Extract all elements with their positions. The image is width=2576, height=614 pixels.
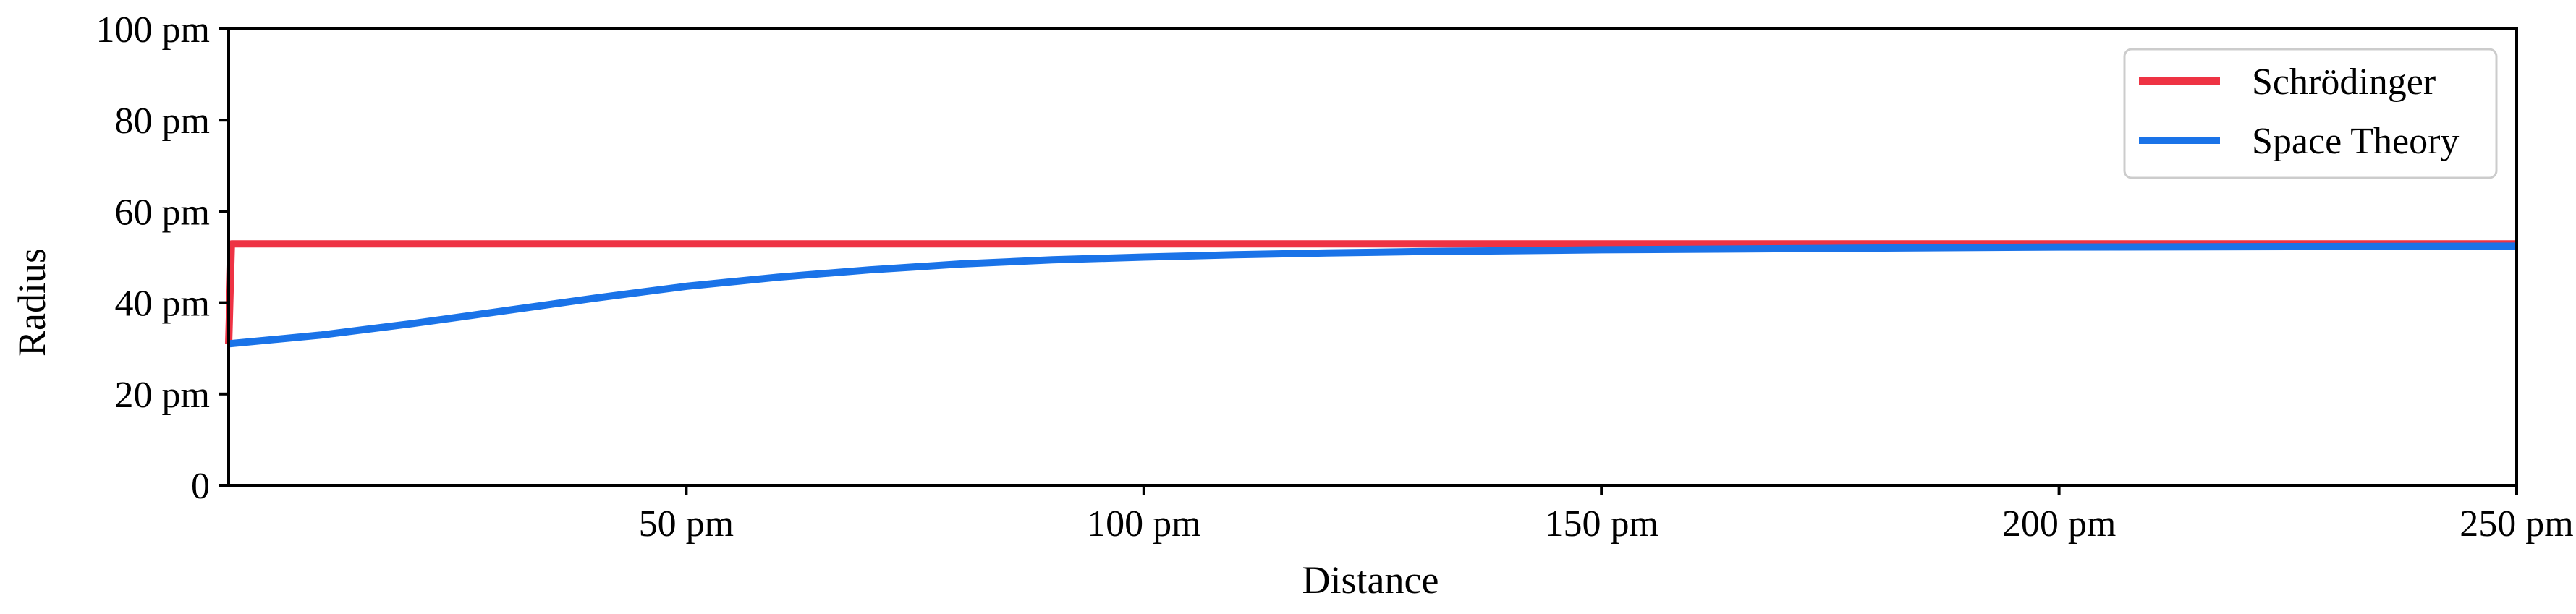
- y-tick-label: 100 pm: [96, 9, 210, 51]
- x-tick-label: 200 pm: [2002, 503, 2116, 545]
- x-tick-label: 50 pm: [639, 503, 734, 545]
- x-axis-title: Distance: [1302, 558, 1439, 602]
- x-tick-label: 150 pm: [1544, 503, 1658, 545]
- y-axis-title: Radius: [10, 248, 54, 357]
- y-tick-label: 60 pm: [115, 192, 210, 233]
- y-tick-label: 20 pm: [115, 375, 210, 416]
- plot-frame: [227, 27, 2518, 487]
- legend: Schrödinger Space Theory: [2123, 48, 2498, 179]
- x-tick-label: 250 pm: [2460, 503, 2573, 545]
- y-tick-label: 80 pm: [115, 101, 210, 142]
- axes-layer: [227, 27, 2518, 487]
- legend-label-schr-dinger: Schrödinger: [2252, 61, 2436, 103]
- x-tick-label: 100 pm: [1087, 503, 1200, 545]
- series-line-schr-dinger: [225, 240, 2517, 344]
- series-layer: [225, 240, 2517, 348]
- ticks-layer: 50 pm 100 pm 150 pm 200 pm 250 pm 0 20 pm 40 pm…: [96, 9, 2574, 545]
- y-tick-label: 40 pm: [115, 283, 210, 325]
- y-tick-label: 0: [191, 466, 210, 507]
- series-line-space-theory: [228, 242, 2517, 348]
- legend-label-space-theory: Space Theory: [2252, 121, 2459, 162]
